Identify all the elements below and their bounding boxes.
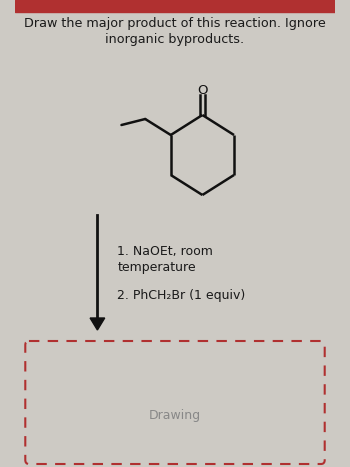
- Text: 2. PhCH₂Br (1 equiv): 2. PhCH₂Br (1 equiv): [118, 289, 246, 302]
- Text: temperature: temperature: [118, 261, 196, 274]
- Bar: [15, 0, 335, 12]
- Text: Draw the major product of this reaction. Ignore: Draw the major product of this reaction.…: [24, 17, 326, 30]
- Text: inorganic byproducts.: inorganic byproducts.: [105, 34, 245, 47]
- Polygon shape: [90, 318, 105, 330]
- Text: Drawing: Drawing: [149, 409, 201, 422]
- Text: O: O: [197, 84, 208, 97]
- Text: 1. NaOEt, room: 1. NaOEt, room: [118, 246, 214, 259]
